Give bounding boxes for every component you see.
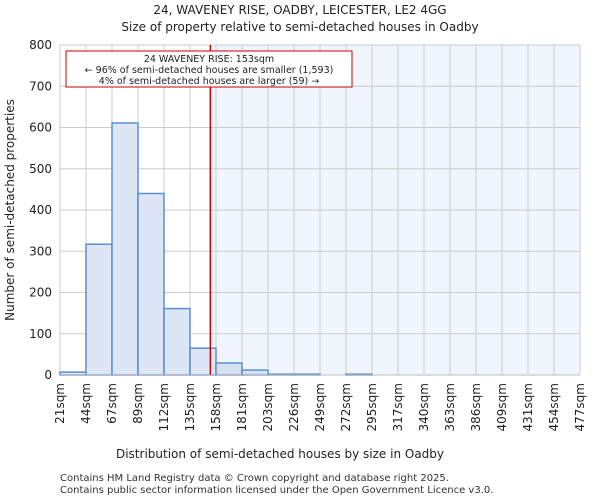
- annotation-line-3: 4% of semi-detached houses are larger (5…: [99, 76, 319, 87]
- x-tick-label: 272sqm: [339, 383, 353, 431]
- x-tick-label: 226sqm: [287, 383, 301, 431]
- y-axis-label: Number of semi-detached properties: [3, 99, 17, 321]
- x-tick-label: 431sqm: [521, 383, 535, 431]
- chart-title: 24, WAVENEY RISE, OADBY, LEICESTER, LE2 …: [153, 3, 446, 17]
- x-tick-label: 112sqm: [157, 383, 171, 431]
- x-tick-label: 158sqm: [209, 383, 223, 431]
- x-tick-label: 249sqm: [313, 383, 327, 431]
- x-tick-label: 386sqm: [469, 383, 483, 431]
- y-tick-label: 600: [29, 121, 52, 135]
- y-tick-label: 0: [44, 368, 52, 382]
- x-tick-label: 181sqm: [235, 383, 249, 431]
- histogram-bar: [241, 369, 269, 376]
- x-tick-label: 317sqm: [391, 383, 405, 431]
- x-tick-label: 477sqm: [573, 383, 587, 431]
- x-tick-label: 363sqm: [443, 383, 457, 431]
- histogram-bar: [163, 307, 191, 376]
- y-tick-label: 800: [29, 38, 52, 52]
- annotation-line-1: 24 WAVENEY RISE: 153sqm: [144, 54, 274, 65]
- x-tick-label: 295sqm: [365, 383, 379, 431]
- histogram-bar: [111, 122, 139, 376]
- histogram-bar: [215, 362, 243, 376]
- x-axis-label: Distribution of semi-detached houses by …: [116, 447, 444, 461]
- histogram-chart: 24, WAVENEY RISE, OADBY, LEICESTER, LE2 …: [3, 3, 587, 461]
- footer-line-2: Contains public sector information licen…: [60, 485, 494, 496]
- x-tick-label: 340sqm: [417, 383, 431, 431]
- y-tick-label: 700: [29, 79, 52, 93]
- x-tick-label: 89sqm: [131, 383, 145, 424]
- x-tick-label: 454sqm: [547, 383, 561, 431]
- x-tick-label: 135sqm: [183, 383, 197, 431]
- x-tick-label: 67sqm: [105, 383, 119, 424]
- histogram-bar: [85, 243, 113, 376]
- y-tick-label: 300: [29, 244, 52, 258]
- y-tick-label: 400: [29, 203, 52, 217]
- x-tick-label: 203sqm: [261, 383, 275, 431]
- annotation-line-2: ← 96% of semi-detached houses are smalle…: [85, 65, 334, 76]
- chart-subtitle: Size of property relative to semi-detach…: [121, 20, 478, 34]
- y-tick-label: 500: [29, 162, 52, 176]
- histogram-bar: [137, 192, 165, 376]
- y-tick-label: 100: [29, 327, 52, 341]
- x-tick-label: 21sqm: [53, 383, 67, 424]
- annotation-box: 24 WAVENEY RISE: 153sqm ← 96% of semi-de…: [65, 50, 353, 88]
- x-tick-label: 44sqm: [79, 383, 93, 424]
- y-tick-label: 200: [29, 286, 52, 300]
- footer-line-1: Contains HM Land Registry data © Crown c…: [60, 473, 449, 484]
- x-tick-label: 409sqm: [495, 383, 509, 431]
- histogram-bar: [189, 347, 217, 376]
